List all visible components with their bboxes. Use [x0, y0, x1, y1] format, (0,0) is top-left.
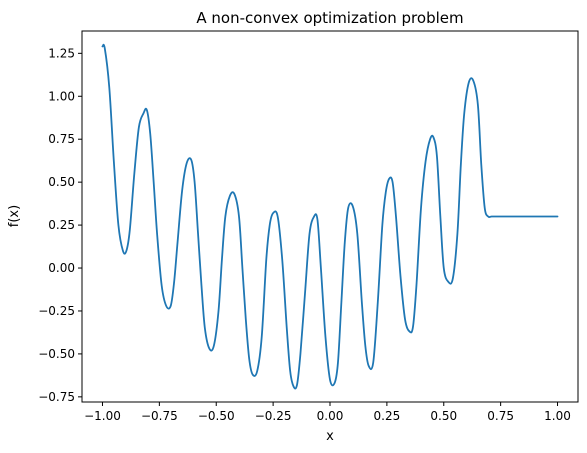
- y-tick-label: −0.25: [38, 304, 75, 318]
- x-axis-label: x: [326, 429, 334, 444]
- x-tick-label: −0.75: [141, 409, 178, 423]
- x-tick-label: −0.50: [198, 409, 235, 423]
- x-tick-label: 0.75: [487, 409, 514, 423]
- y-axis: −0.75 −0.50 −0.25 0.00 0.25 0.50 0.75 1.00 1.25: [38, 46, 82, 404]
- x-axis: −1.00 −0.75 −0.50 −0.25 0.00 0.25 0.50 0.75 1.00: [84, 402, 571, 423]
- y-tick-label: 0.75: [48, 132, 75, 146]
- y-tick-label: 0.25: [48, 218, 75, 232]
- y-axis-label: f(x): [7, 205, 22, 227]
- y-tick-label: −0.50: [38, 347, 75, 361]
- x-tick-label: 0.50: [430, 409, 457, 423]
- x-tick-label: −0.25: [255, 409, 292, 423]
- x-tick-label: 0.25: [374, 409, 401, 423]
- series-line: [101, 43, 559, 390]
- chart-title: A non-convex optimization problem: [196, 9, 463, 27]
- y-tick-label: 1.00: [48, 89, 75, 103]
- y-tick-label: 0.00: [48, 261, 75, 275]
- x-tick-label: 0.00: [317, 409, 344, 423]
- y-tick-label: −0.75: [38, 390, 75, 404]
- x-tick-label: 1.00: [544, 409, 571, 423]
- x-tick-label: −1.00: [84, 409, 121, 423]
- y-tick-label: 1.25: [48, 46, 75, 60]
- y-tick-label: 0.50: [48, 175, 75, 189]
